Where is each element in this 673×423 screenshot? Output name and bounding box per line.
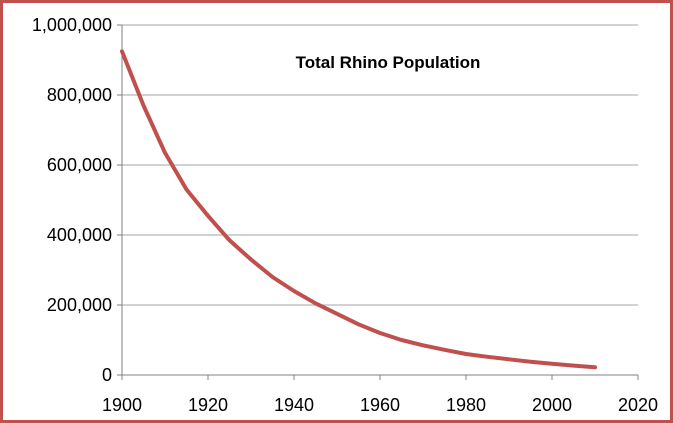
y-tick-label: 600,000	[47, 155, 112, 175]
y-tick-label: 800,000	[47, 85, 112, 105]
x-tick-label: 1920	[188, 395, 228, 415]
y-tick-label: 200,000	[47, 295, 112, 315]
x-tick-label: 1960	[360, 395, 400, 415]
y-tick-label: 0	[102, 365, 112, 385]
series-line	[120, 49, 597, 370]
x-tick-label: 1980	[446, 395, 486, 415]
axes	[117, 24, 639, 380]
x-tick-label: 2020	[618, 395, 658, 415]
series-layer	[120, 49, 597, 370]
y-tick-labels: 0 200,000 400,000 600,000 800,000 1,000,000	[32, 15, 112, 385]
x-tick-labels: 1900 1920 1940 1960 1980 2000 2020	[102, 395, 658, 415]
y-tick-label: 400,000	[47, 225, 112, 245]
x-tick-label: 1900	[102, 395, 142, 415]
x-tick-label: 2000	[532, 395, 572, 415]
chart-title: Total Rhino Population	[296, 53, 481, 72]
x-tick-label: 1940	[274, 395, 314, 415]
gridlines	[122, 24, 638, 306]
y-tick-label: 1,000,000	[32, 15, 112, 35]
